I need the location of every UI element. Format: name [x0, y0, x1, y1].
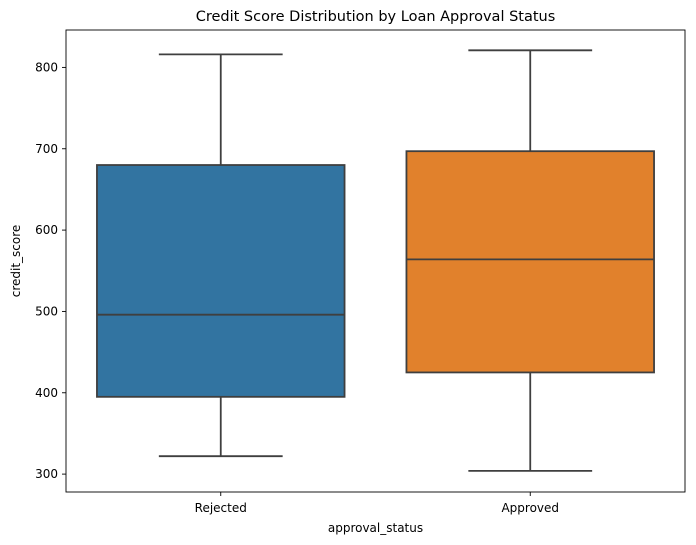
- chart-title: Credit Score Distribution by Loan Approv…: [196, 9, 556, 25]
- box-rejected: [96, 53, 346, 458]
- x-axis-label: approval_status: [328, 521, 423, 535]
- y-axis-label: credit_score: [9, 225, 23, 298]
- y-tick-label: 500: [35, 304, 58, 318]
- y-tick-label: 800: [35, 60, 58, 74]
- y-tick-label: 700: [35, 142, 58, 156]
- x-tick-label: Approved: [501, 501, 559, 515]
- plot-area-frame: [65, 29, 686, 493]
- x-tick-label: Rejected: [195, 501, 247, 515]
- box-series: [96, 49, 655, 472]
- iqr-box: [405, 150, 655, 374]
- box-approved: [405, 49, 655, 472]
- x-axis: Rejected Approved: [195, 492, 559, 515]
- y-tick-label: 400: [35, 386, 58, 400]
- y-axis: 300 400 500 600 700 800: [35, 60, 66, 481]
- iqr-box: [96, 164, 346, 398]
- y-tick-label: 300: [35, 467, 58, 481]
- y-tick-label: 600: [35, 223, 58, 237]
